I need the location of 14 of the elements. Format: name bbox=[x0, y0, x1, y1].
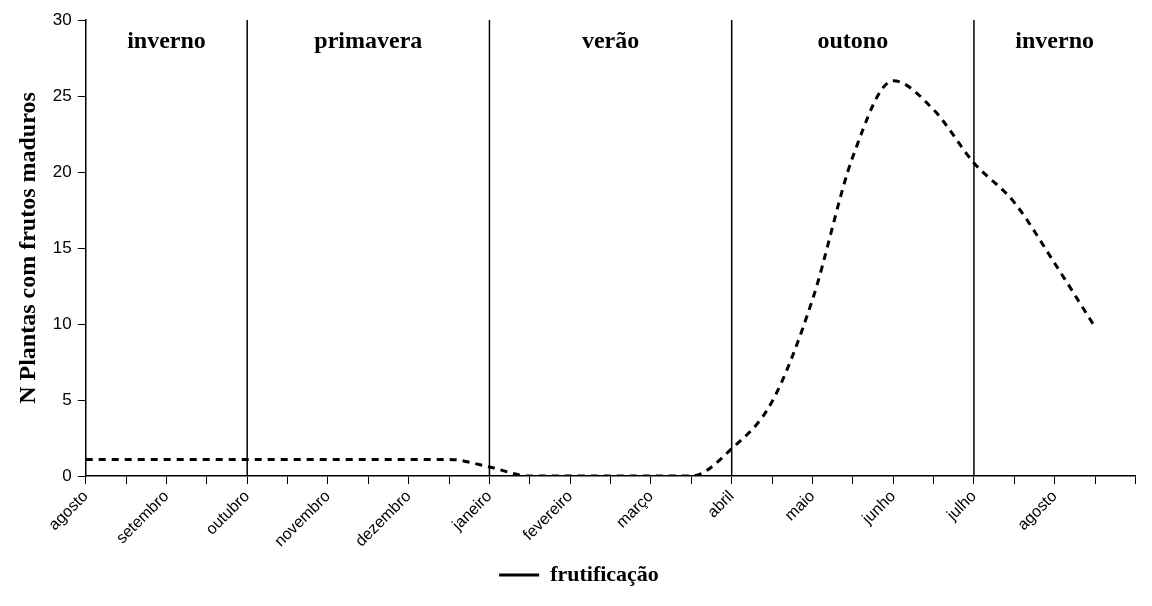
annotation: inverno bbox=[127, 27, 206, 54]
annotation: primavera bbox=[314, 27, 423, 54]
y-tick-label: 0 bbox=[62, 465, 72, 485]
annotation: inverno bbox=[1015, 27, 1095, 54]
y-tick-label: 30 bbox=[52, 9, 72, 29]
y-tick-label: 20 bbox=[52, 161, 72, 181]
annotation: outono bbox=[817, 27, 889, 54]
y-tick-label: 15 bbox=[52, 237, 72, 257]
y-tick-label: 25 bbox=[52, 85, 72, 105]
legend-label: frutificação bbox=[550, 560, 659, 586]
y-tick-label: 10 bbox=[52, 313, 72, 333]
y-tick-label: 5 bbox=[62, 389, 72, 409]
y-axis-title: N Plantas com frutos maduros bbox=[13, 92, 40, 404]
annotation: verão bbox=[581, 27, 640, 54]
